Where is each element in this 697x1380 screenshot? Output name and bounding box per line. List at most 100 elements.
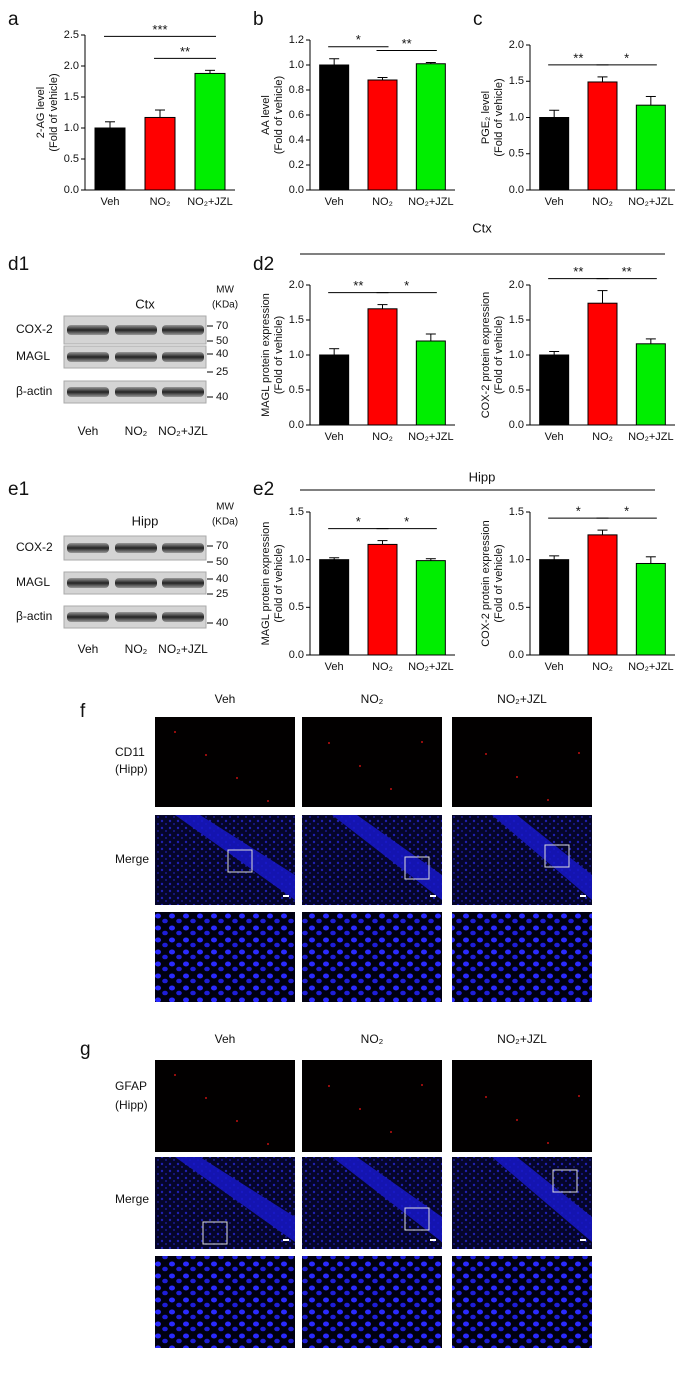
- lane-label: NO₂+JZL: [158, 642, 208, 656]
- bar: [144, 116, 176, 191]
- column-label: NO₂: [361, 1032, 384, 1046]
- y-tick-label: 0.5: [289, 384, 304, 396]
- blot-row-label: MAGL: [16, 349, 50, 363]
- zoom-box: [552, 1169, 578, 1193]
- y-axis-label: (Fold of vehicle): [493, 544, 505, 622]
- y-tick-label: 1.0: [509, 111, 524, 123]
- row-label: CD11: [115, 745, 145, 759]
- bar: [635, 562, 666, 656]
- column-label: NO₂: [361, 692, 384, 706]
- y-tick-label: 1.0: [509, 349, 524, 361]
- bar: [319, 64, 350, 191]
- micrograph-zoom: [452, 912, 592, 1002]
- y-axis-label: (Fold of vehicle): [493, 316, 505, 394]
- x-tick-label: Veh: [325, 431, 344, 443]
- y-tick-label: 1.5: [289, 314, 304, 326]
- micrograph-zoom: [302, 912, 442, 1002]
- x-tick-label: Veh: [325, 196, 344, 208]
- panel-label: c: [473, 9, 483, 30]
- bar: [367, 308, 398, 426]
- micrograph-zoom: [155, 912, 295, 1002]
- panel-label: f: [80, 701, 86, 722]
- blot-band: [115, 543, 157, 553]
- blot-band: [67, 325, 109, 335]
- bar: [415, 63, 446, 191]
- mw-header: MW: [216, 502, 234, 513]
- y-tick-label: 2.0: [64, 60, 79, 72]
- row-label: Merge: [115, 852, 149, 866]
- mw-label: 25: [216, 366, 228, 378]
- group-title: Hipp: [469, 469, 496, 484]
- y-axis-label: (Fold of vehicle): [273, 316, 285, 394]
- y-tick-label: 1.2: [289, 34, 304, 46]
- mw-label: 40: [216, 348, 228, 360]
- micrograph-zoom: [155, 1256, 295, 1348]
- blot-row-label: MAGL: [16, 575, 50, 589]
- red-signal: [578, 752, 580, 754]
- mw-label: 40: [216, 573, 228, 585]
- red-signal: [578, 1095, 580, 1097]
- scale-bar: [430, 1239, 436, 1241]
- y-tick-label: 1.0: [289, 554, 304, 566]
- red-signal: [359, 765, 361, 767]
- red-signal: [547, 799, 549, 801]
- red-signal: [359, 1108, 361, 1110]
- significance-label: *: [576, 504, 581, 519]
- micrograph-signal: [452, 1060, 592, 1152]
- column-label: Veh: [215, 692, 236, 706]
- red-signal: [516, 776, 518, 778]
- significance-label: *: [356, 514, 361, 529]
- y-tick-label: 1.0: [289, 349, 304, 361]
- zoom-box: [404, 1207, 430, 1231]
- y-tick-label: 0.5: [509, 384, 524, 396]
- tissue-band: [492, 815, 592, 900]
- scale-bar: [580, 895, 586, 897]
- blot-band: [67, 612, 109, 622]
- y-tick-label: 2.0: [289, 279, 304, 291]
- panel-label: d2: [253, 254, 274, 275]
- x-tick-label: NO₂+JZL: [628, 196, 674, 208]
- red-signal: [516, 1119, 518, 1121]
- significance-label: **: [180, 44, 190, 59]
- y-tick-label: 1.5: [289, 506, 304, 518]
- row-label: GFAP: [115, 1079, 147, 1093]
- y-tick-label: 0.6: [289, 109, 304, 121]
- red-signal: [421, 1084, 423, 1086]
- tissue-band: [175, 815, 295, 900]
- y-tick-label: 0.2: [289, 159, 304, 171]
- panel-label: d1: [8, 254, 29, 275]
- bar: [635, 343, 666, 426]
- y-tick-label: 0.0: [509, 184, 524, 196]
- x-tick-label: Veh: [545, 196, 564, 208]
- y-tick-label: 0.0: [64, 184, 79, 196]
- blot-row-label: β-actin: [16, 609, 52, 623]
- red-signal: [485, 1096, 487, 1098]
- blot-band: [115, 578, 157, 588]
- bar: [94, 127, 126, 191]
- y-axis-label: (Fold of vehicle): [493, 78, 505, 156]
- blot-band: [162, 612, 204, 622]
- significance-label: **: [402, 36, 412, 51]
- significance-label: **: [622, 264, 632, 279]
- blot-row-label: COX-2: [16, 322, 53, 336]
- y-tick-label: 2.0: [509, 39, 524, 51]
- blot-row-label: β-actin: [16, 384, 52, 398]
- significance-label: *: [356, 32, 361, 47]
- column-label: Veh: [215, 1032, 236, 1046]
- mw-header: (KDa): [212, 300, 238, 311]
- bar: [367, 79, 398, 191]
- red-signal: [390, 1131, 392, 1133]
- micrograph-signal: [452, 717, 592, 807]
- x-tick-label: NO₂+JZL: [628, 661, 674, 673]
- red-signal: [547, 1142, 549, 1144]
- y-tick-label: 0.5: [509, 148, 524, 160]
- y-axis-label: MAGL protein expression: [260, 293, 272, 417]
- bar: [194, 72, 226, 191]
- micrograph-zoom: [452, 1256, 592, 1348]
- bar: [367, 543, 398, 656]
- y-axis-label: (Fold of vehicle): [273, 544, 285, 622]
- y-tick-label: 0.8: [289, 84, 304, 96]
- y-tick-label: 0.0: [509, 649, 524, 661]
- bar: [319, 354, 350, 426]
